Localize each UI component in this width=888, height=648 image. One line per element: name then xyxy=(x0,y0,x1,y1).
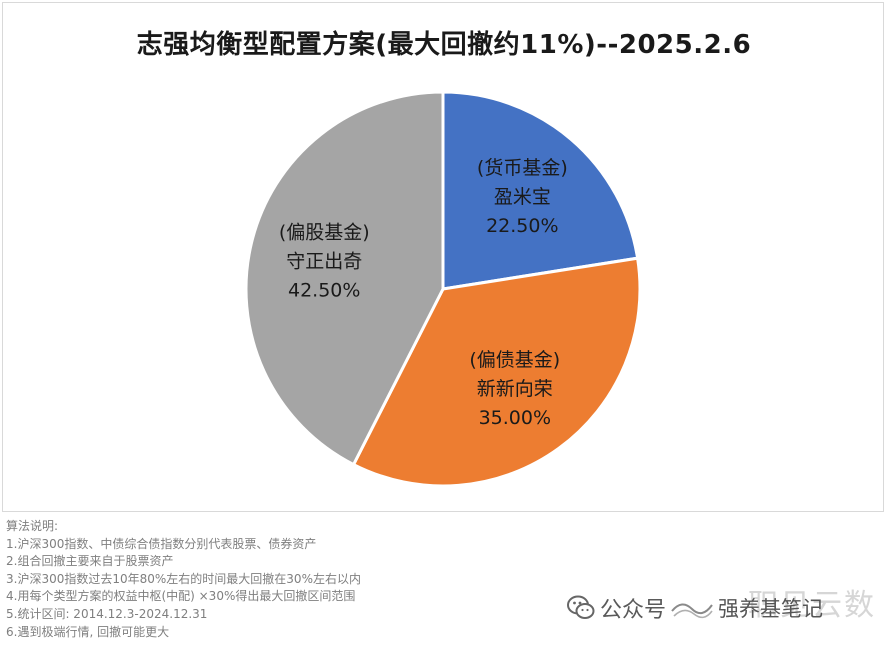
notes-block: 算法说明: 1.沪深300指数、中债综合债指数分别代表股票、债券资产 2.组合回… xyxy=(6,518,566,641)
chart-title: 志强均衡型配置方案(最大回撤约11%)--2025.2.6 xyxy=(136,30,752,60)
watermark: 公众号 强养基笔记 xyxy=(566,592,823,624)
notes-heading: 算法说明: xyxy=(6,519,59,533)
note-item-4: 4.用每个类型方案的权益中枢(中配) ×30%得出最大回撤区间范围 xyxy=(6,589,356,604)
slice-category-label-3: (偏股基金) xyxy=(279,221,370,243)
watermark-account: 强养基笔记 xyxy=(718,597,824,621)
pie-slice-2 xyxy=(351,256,642,488)
note-item-3: 3.沪深300指数过去10年80%左右的时间最大回撤在30%左右以内 xyxy=(6,571,361,586)
pie-chart: (货币基金) 盈米宝 22.50% (偏债基金) 新新向荣 35.00% (偏股基金) 守正出… xyxy=(244,90,642,488)
note-item-2: 2.组合回撤主要来自于股票资产 xyxy=(6,554,174,569)
watermark-ghost-text: 职见云数 xyxy=(748,588,876,623)
watermark-platform: 公众号 xyxy=(600,598,667,623)
note-item-5: 5.统计区间: 2014.12.3-2024.12.31 xyxy=(6,606,208,621)
slice-fund-label-3: 守正出奇 xyxy=(286,250,362,272)
note-item-1: 1.沪深300指数、中债综合债指数分别代表股票、债券资产 xyxy=(6,536,317,551)
slice-fund-label-1: 盈米宝 xyxy=(494,186,551,208)
wechat-icon xyxy=(567,595,595,619)
slice-category-label-1: (货币基金) xyxy=(477,157,568,179)
slice-value-label-1: 22.50% xyxy=(486,215,558,237)
pie-slice-1 xyxy=(441,90,640,291)
slice-value-label-3: 42.50% xyxy=(288,279,360,301)
slice-category-label-2: (偏债基金) xyxy=(469,349,560,371)
slice-fund-label-2: 新新向荣 xyxy=(477,378,553,400)
note-item-6: 6.遇到极端行情, 回撤可能更大 xyxy=(6,624,170,639)
pie-slice-3 xyxy=(244,90,445,467)
wave-logo-icon xyxy=(671,603,713,619)
slice-value-label-2: 35.00% xyxy=(479,407,551,429)
